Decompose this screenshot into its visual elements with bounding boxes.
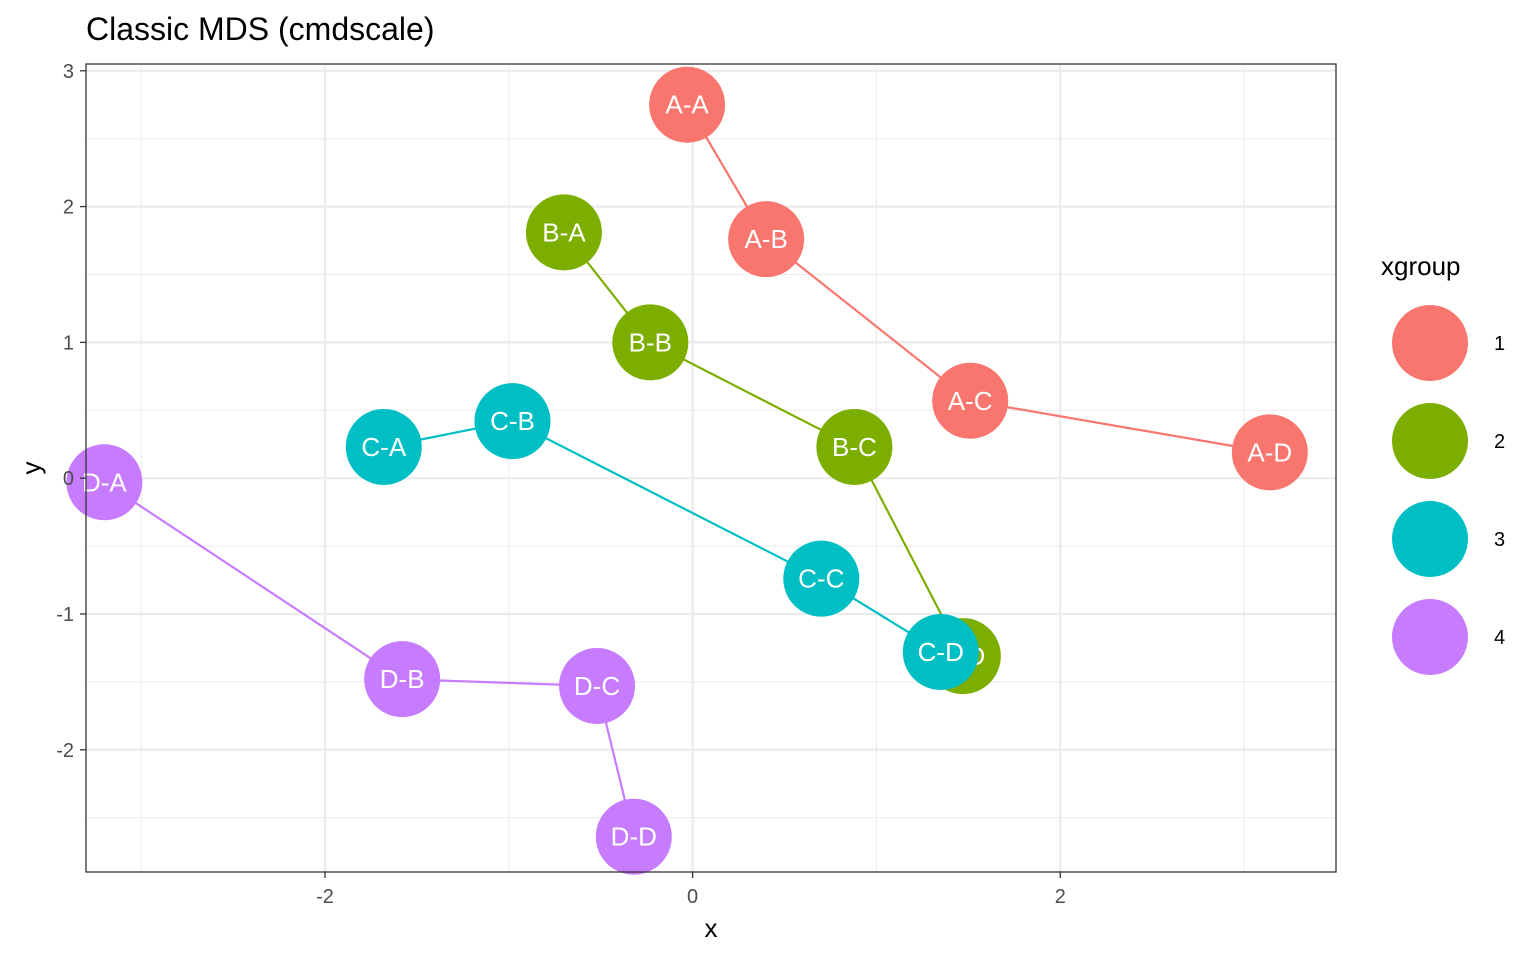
x-tick-label: -2 <box>316 886 334 908</box>
point-label: B-B <box>629 327 672 357</box>
legend-entry-3: 3 <box>1392 501 1505 577</box>
point-d-d: D-D <box>595 798 672 875</box>
series-line-4 <box>103 481 635 837</box>
point-c-c: C-C <box>783 540 860 617</box>
point-label: C-B <box>490 406 535 436</box>
point-label: C-C <box>798 564 844 594</box>
point-c-a: C-A <box>345 408 422 485</box>
point-label: A-A <box>665 90 709 120</box>
plot-panel-background <box>86 64 1336 872</box>
legend-label: 4 <box>1494 627 1505 649</box>
y-tick-label: 2 <box>63 197 74 219</box>
point-marker <box>816 408 893 485</box>
legend-key <box>1392 403 1468 479</box>
point-label: C-A <box>361 432 406 462</box>
point-marker <box>902 614 979 691</box>
point-c-b: C-B <box>474 383 551 460</box>
point-a-b: A-B <box>728 201 805 278</box>
point-c-d: C-D <box>902 614 979 691</box>
legend: xgroup 1 2 3 4 <box>1381 251 1505 675</box>
series-lines <box>103 104 1271 837</box>
y-tick-label: -1 <box>56 604 74 626</box>
legend-key <box>1392 599 1468 675</box>
point-marker <box>783 540 860 617</box>
point-a-d: A-D <box>1231 414 1308 491</box>
point-d-a: D-A <box>66 444 143 521</box>
point-marker <box>595 798 672 875</box>
y-tick-label: 3 <box>63 61 74 83</box>
data-points: A-AA-BA-CA-DB-AB-BB-CB-DC-AC-BC-CC-DD-AD… <box>66 66 1308 875</box>
y-axis-title: y <box>16 462 46 475</box>
point-b-a: B-A <box>525 194 602 271</box>
x-tick-label: 2 <box>1055 886 1066 908</box>
plot-panel-border <box>85 63 1337 873</box>
point-label: B-C <box>832 432 877 462</box>
point-label: D-C <box>574 671 620 701</box>
point-marker <box>559 647 636 724</box>
legend-key <box>1392 501 1468 577</box>
y-tick-label: 1 <box>63 332 74 354</box>
point-marker <box>932 362 1009 439</box>
point-marker <box>474 383 551 460</box>
series-line-3 <box>383 419 942 653</box>
point-d-c: D-C <box>559 647 636 724</box>
legend-entry-4: 4 <box>1392 599 1505 675</box>
point-label: D-D <box>611 822 657 852</box>
chart-title: Classic MDS (cmdscale) <box>86 11 434 47</box>
legend-key <box>1392 305 1468 381</box>
series-line-1 <box>686 104 1271 454</box>
x-axis-ticks: -2 0 2 <box>316 872 1066 908</box>
legend-title: xgroup <box>1381 251 1461 281</box>
point-label: D-B <box>380 664 425 694</box>
point-label: A-B <box>744 224 787 254</box>
y-axis-ticks: -2 -1 0 1 2 3 <box>56 61 86 762</box>
point-marker <box>345 408 422 485</box>
point-marker <box>649 66 726 143</box>
point-marker <box>364 641 441 718</box>
point-marker <box>525 194 602 271</box>
point-label: B-A <box>542 217 586 247</box>
point-marker <box>612 304 689 381</box>
point-a-a: A-A <box>649 66 726 143</box>
legend-entry-1: 1 <box>1392 305 1505 381</box>
point-label: D-A <box>82 467 127 497</box>
legend-label: 2 <box>1494 431 1505 453</box>
legend-entry-2: 2 <box>1392 403 1505 479</box>
legend-label: 1 <box>1494 333 1505 355</box>
grid-layer <box>86 64 1336 872</box>
legend-label: 3 <box>1494 529 1505 551</box>
series-line-2 <box>563 231 964 657</box>
point-a-c: A-C <box>932 362 1009 439</box>
y-tick-label: -2 <box>56 740 74 762</box>
point-label: C-D <box>918 637 964 667</box>
point-marker <box>1231 414 1308 491</box>
point-marker <box>728 201 805 278</box>
point-b-c: B-C <box>816 408 893 485</box>
x-tick-label: 0 <box>687 886 698 908</box>
point-label: A-D <box>1247 437 1292 467</box>
point-b-b: B-B <box>612 304 689 381</box>
y-tick-label: 0 <box>63 468 74 490</box>
point-d-b: D-B <box>364 641 441 718</box>
x-axis-title: x <box>705 913 718 943</box>
point-label: A-C <box>948 386 993 416</box>
